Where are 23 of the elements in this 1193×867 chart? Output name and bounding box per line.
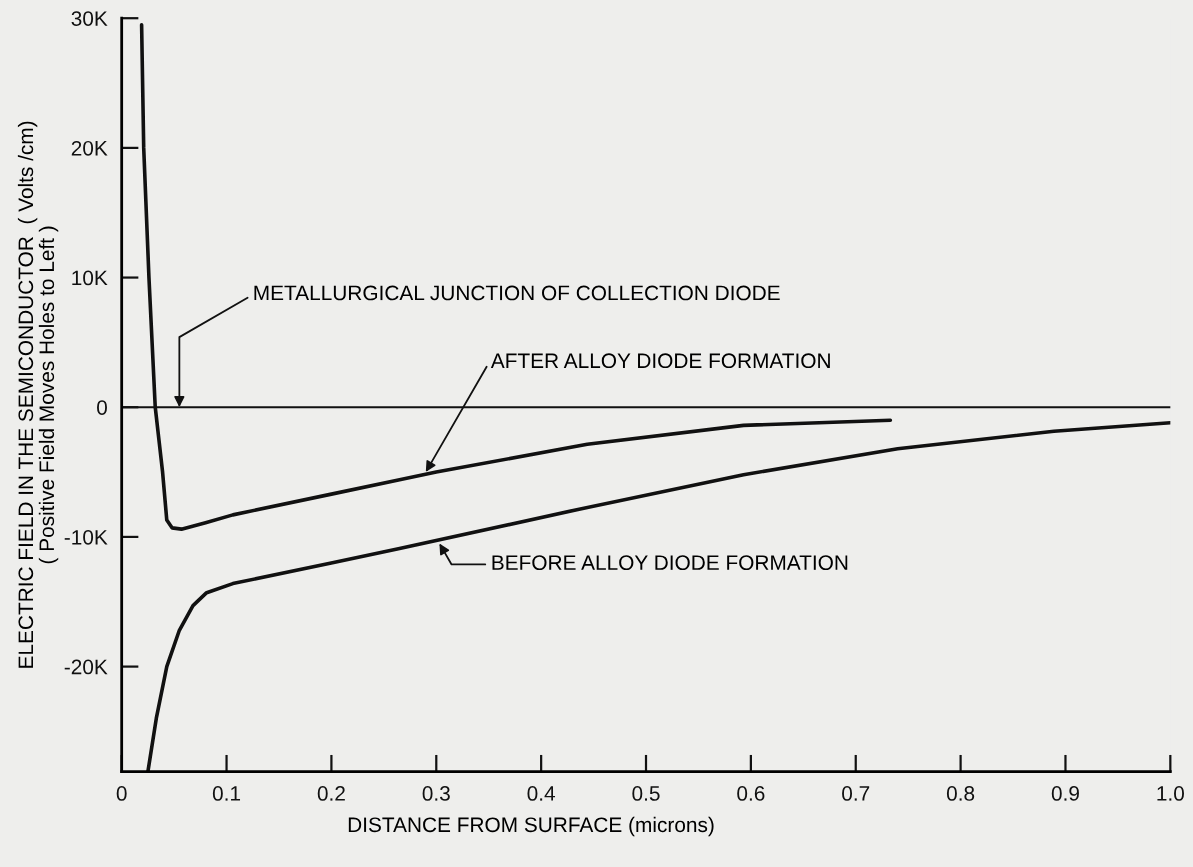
annotation: METALLURGICAL JUNCTION OF COLLECTION DIODE: [254, 285, 780, 301]
x-tick-label: 0.9: [1051, 786, 1079, 801]
x-tick-label: 0.6: [737, 786, 765, 801]
x-tick-label: 0.2: [317, 786, 345, 801]
x-tick-label: 0.4: [527, 786, 556, 801]
y-tick-label: -20K: [64, 659, 108, 675]
y-tick-label: -10K: [64, 529, 108, 545]
x-tick-label: 0.1: [212, 786, 241, 801]
y-tick-label: 10K: [72, 270, 108, 286]
x-tick-label: 0.5: [632, 786, 660, 801]
y-tick-label: 0: [97, 400, 107, 415]
y-axis-title: ELECTRIC FIELD IN THE SEMICONDUCTOR ( Volts /cm) ( Positive Field Moves Holes to Left ): [17, 121, 59, 668]
x-tick-label: 0: [116, 786, 127, 801]
x-tick-label: 1.0: [1157, 786, 1184, 801]
y-tick-label: 20K: [71, 140, 108, 156]
y-tick-label: 30K: [71, 11, 108, 26]
line-series: [146, 420, 1171, 772]
x-tick-label: 0.8: [946, 786, 975, 801]
x-tick-label: 0.3: [422, 786, 450, 801]
x-tick-label: 0.7: [842, 786, 870, 801]
x-axis-title: DISTANCE FROM SURFACE (microns): [348, 816, 714, 837]
annotation: BEFORE ALLOY DIODE FORMATION: [492, 555, 848, 571]
annotation: AFTER ALLOY DIODE FORMATION: [490, 353, 830, 369]
